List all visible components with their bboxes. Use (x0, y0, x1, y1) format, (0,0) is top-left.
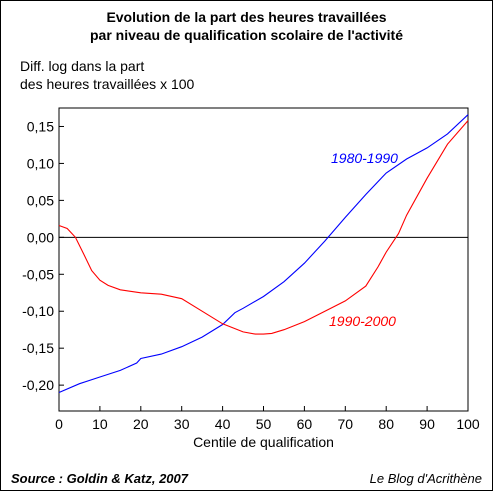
x-tick-label: 10 (92, 416, 108, 432)
y-tick-label: -0,15 (22, 340, 54, 356)
y-tick-label: -0,10 (22, 303, 54, 319)
y-axis-label-line-1: Diff. log dans la part (20, 58, 145, 74)
series-label-1990-2000: 1990-2000 (329, 313, 396, 329)
chart-title: Evolution de la part des heures travaill… (1, 8, 492, 44)
x-tick-label: 20 (133, 416, 149, 432)
x-tick-label: 40 (215, 416, 231, 432)
x-tick-label: 80 (378, 416, 394, 432)
series-line-1980-1990 (58, 114, 469, 394)
x-tick-label: 60 (297, 416, 313, 432)
plot-border (58, 107, 469, 412)
y-axis-label: Diff. log dans la part des heures travai… (20, 57, 194, 93)
x-tick-label: 90 (419, 416, 435, 432)
chart-title-line-2: par niveau de qualification scolaire de … (90, 27, 403, 43)
blog-credit: Le Blog d'Acrithène (369, 471, 482, 486)
x-tick-label: 30 (174, 416, 190, 432)
series-line-1990-2000 (58, 120, 469, 335)
series-label-1980-1990: 1980-1990 (331, 150, 398, 166)
y-tick-label: 0,10 (27, 155, 54, 171)
y-tick-label: -0,05 (22, 266, 54, 282)
x-tick-label: 50 (256, 416, 272, 432)
y-axis-label-line-2: des heures travaillées x 100 (20, 76, 195, 92)
x-axis-label: Centile de qualification (193, 434, 334, 450)
chart-title-line-1: Evolution de la part des heures travaill… (106, 9, 387, 25)
y-tick-label: 0,15 (27, 118, 54, 134)
x-tick-label: 100 (456, 416, 480, 432)
source-note: Source : Goldin & Katz, 2007 (11, 471, 188, 486)
y-tick-label: 0,00 (27, 229, 54, 245)
x-tick-label: 70 (338, 416, 354, 432)
x-tick-label: 0 (55, 416, 63, 432)
y-tick-label: 0,05 (27, 192, 54, 208)
y-tick-label: -0,20 (22, 377, 54, 393)
